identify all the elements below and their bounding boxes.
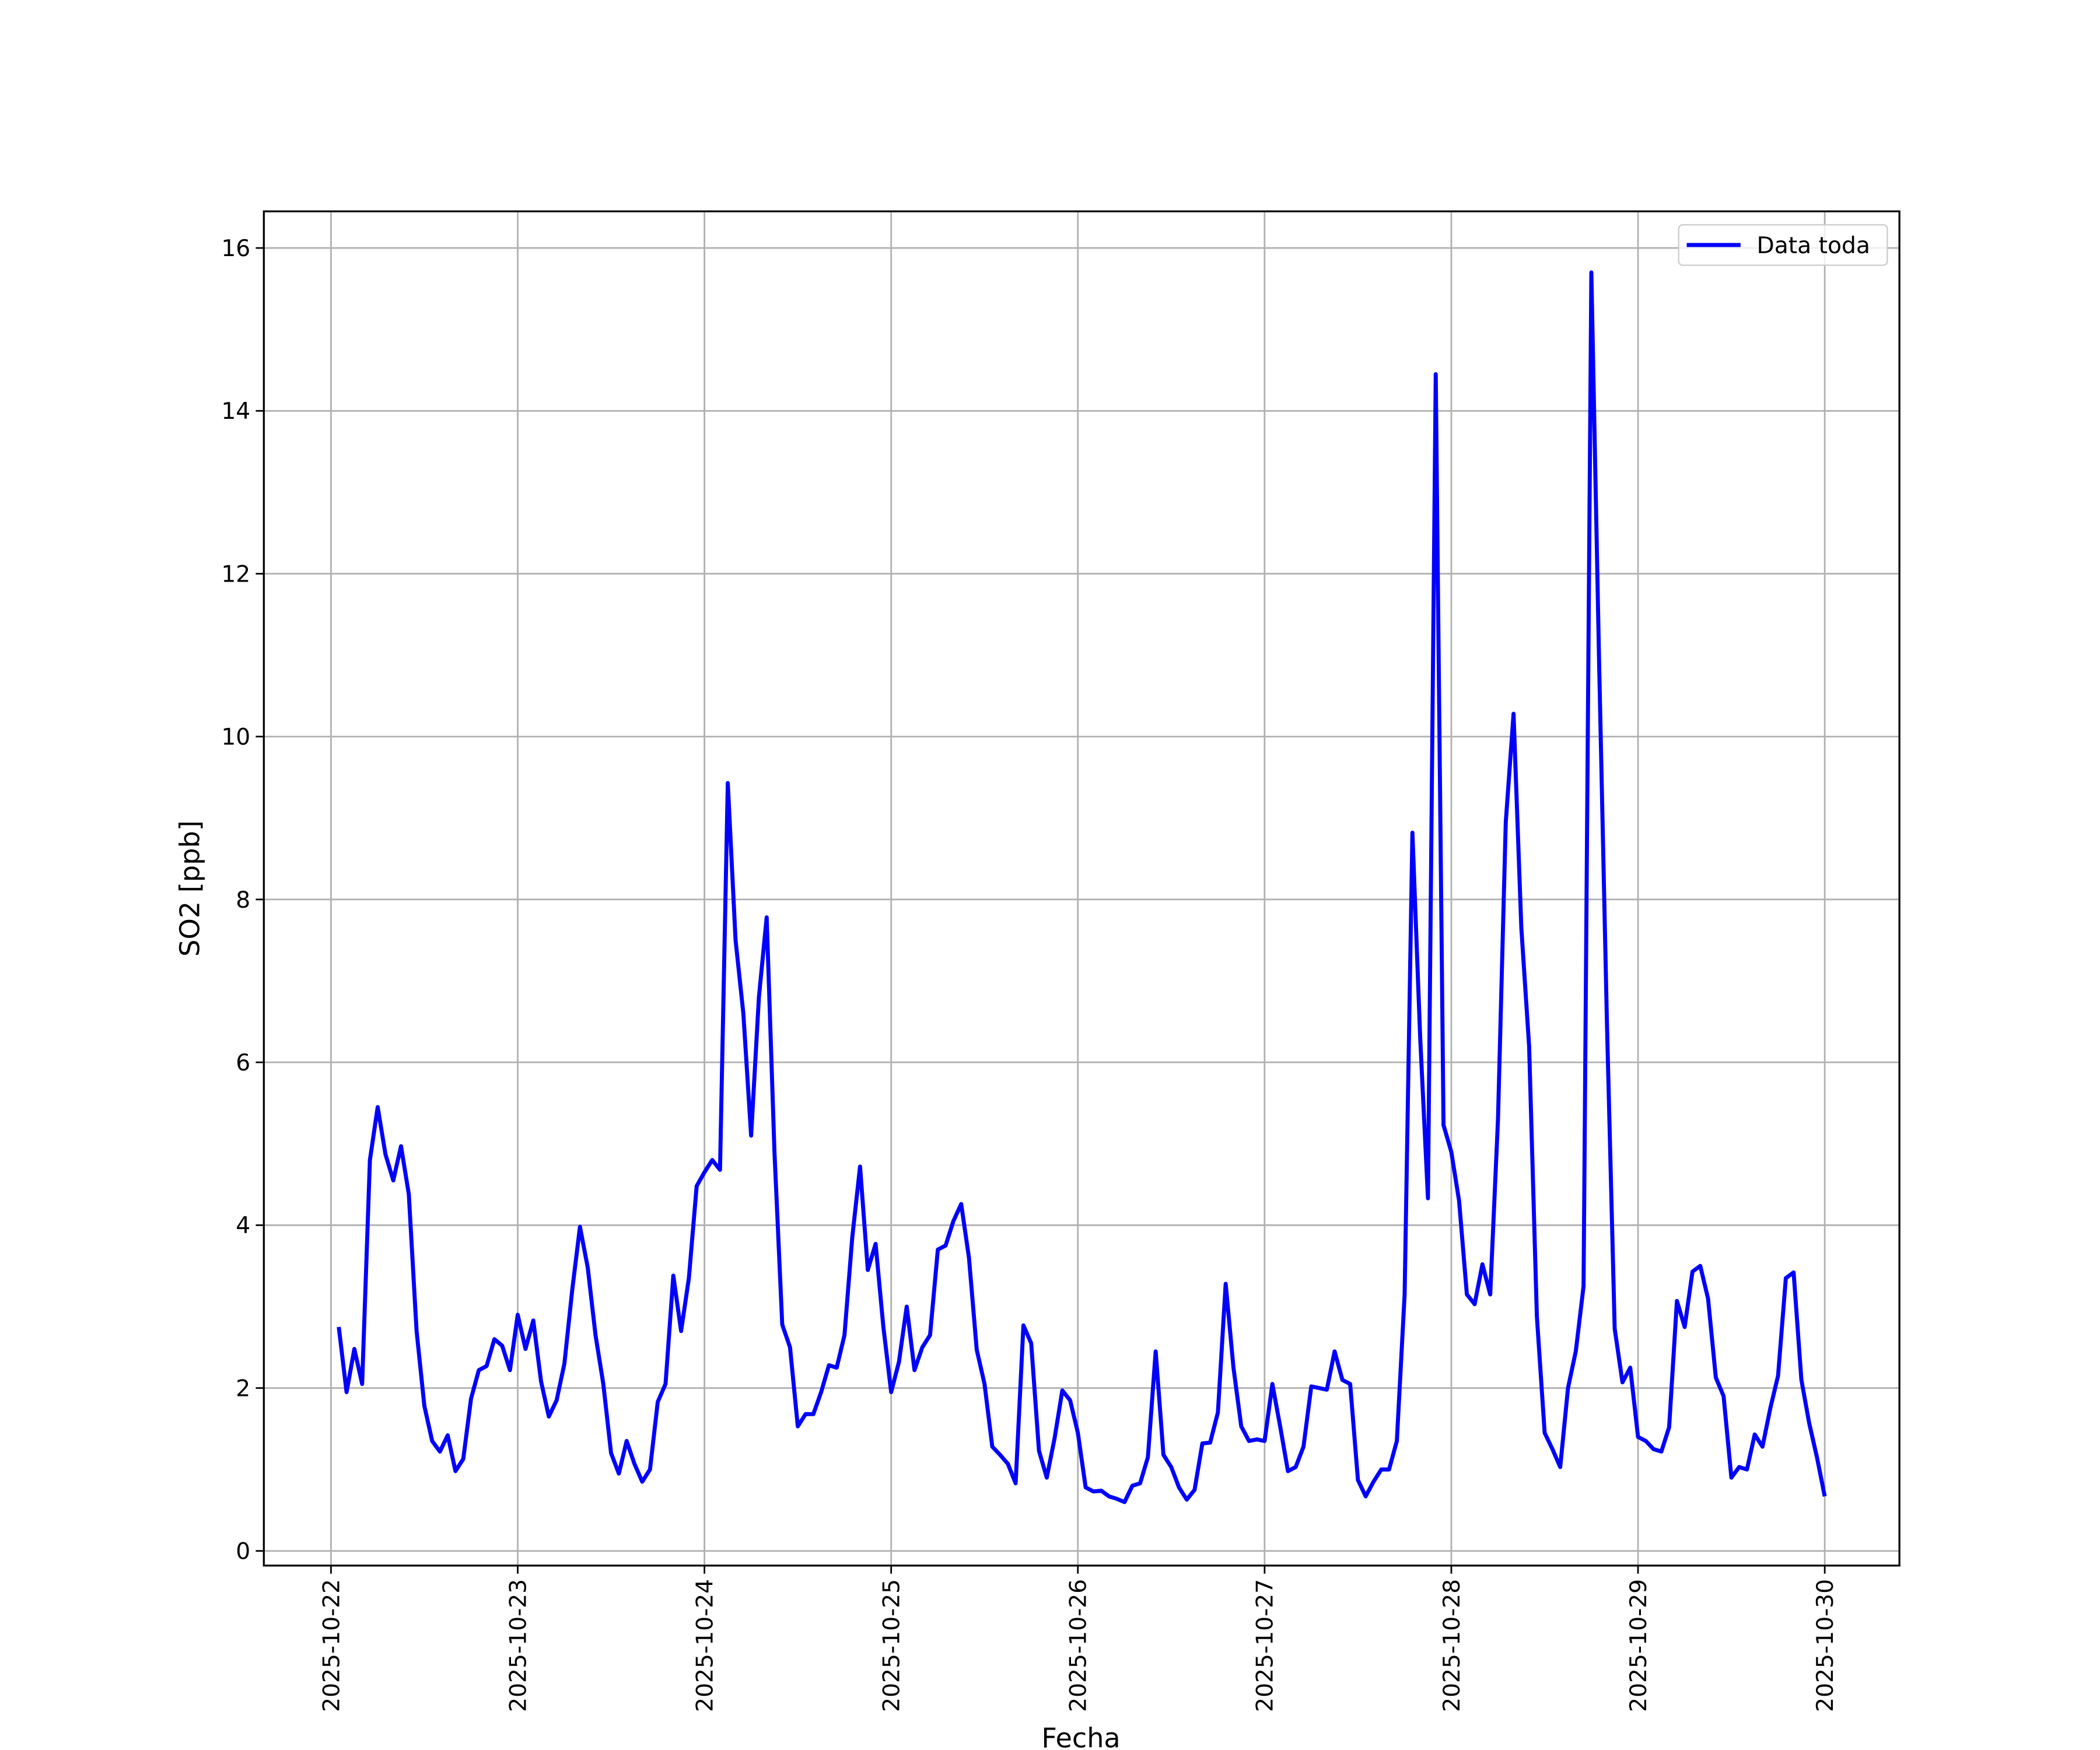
x-tick-label: 2025-10-22 [318,1579,345,1712]
y-tick-label: 0 [236,1539,250,1565]
y-tick-label: 10 [221,724,250,751]
y-tick-label: 16 [221,236,250,262]
data-line [337,270,1827,1504]
x-tick-label: 2025-10-26 [1066,1579,1092,1712]
y-tick-label: 4 [236,1213,250,1239]
x-tick-label: 2025-10-23 [505,1579,531,1712]
y-tick-label: 14 [221,398,250,425]
x-tick-label: 2025-10-30 [1812,1579,1839,1712]
y-tick-label: 12 [221,561,250,587]
x-tick-label: 2025-10-27 [1252,1579,1279,1712]
y-axis-label: SO2 [ppb] [174,820,206,957]
x-tick-label: 2025-10-28 [1439,1579,1465,1712]
x-tick-label: 2025-10-29 [1626,1579,1652,1712]
y-tick-label: 8 [236,887,250,914]
axes-frame [262,210,1901,1567]
legend-box [1678,224,1888,266]
legend-label: Data toda [1757,233,1870,259]
x-tick-label: 2025-10-25 [879,1579,905,1712]
x-tick-label: 2025-10-24 [692,1579,718,1712]
x-axis-label: Fecha [1041,1722,1120,1750]
y-tick-label: 2 [236,1376,250,1402]
y-tick-label: 6 [236,1050,250,1076]
